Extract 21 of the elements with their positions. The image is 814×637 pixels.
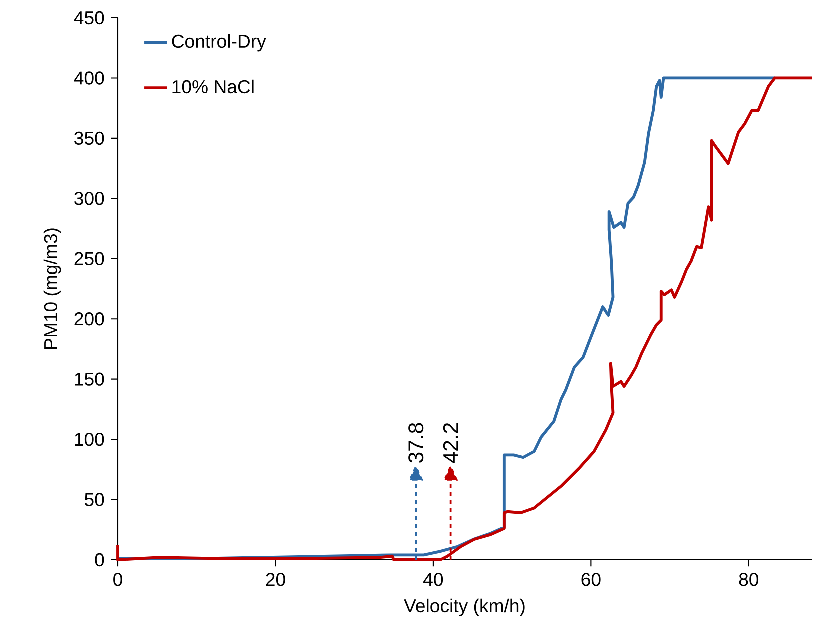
- y-tick-label: 100: [75, 432, 104, 446]
- y-tick-label: 150: [75, 372, 104, 386]
- ref-line-label: 37.8: [408, 423, 424, 463]
- y-tick-label: 50: [84, 493, 104, 506]
- x-tick-label: 0: [114, 573, 122, 586]
- y-tick-label: 300: [74, 192, 104, 206]
- y-tick-label: 0: [95, 553, 104, 567]
- legend-label: 10% NaCl: [172, 80, 254, 94]
- y-tick-label: 400: [74, 72, 104, 85]
- x-tick-label: 60: [582, 573, 601, 586]
- x-tick-label: 40: [424, 573, 444, 586]
- y-axis-title: PM10 (mg/m3): [44, 228, 62, 349]
- y-tick-label: 250: [74, 252, 104, 266]
- ref-line-label: 42.2: [443, 423, 458, 464]
- x-tick-label: 80: [739, 573, 759, 586]
- y-tick-label: 350: [74, 132, 104, 146]
- x-axis-title: Velocity (km/h): [404, 598, 525, 616]
- legend-label: Control-Dry: [172, 34, 266, 52]
- x-tick-label: 20: [266, 573, 286, 586]
- y-tick-label: 200: [74, 312, 104, 326]
- y-tick-label: 450: [74, 11, 104, 25]
